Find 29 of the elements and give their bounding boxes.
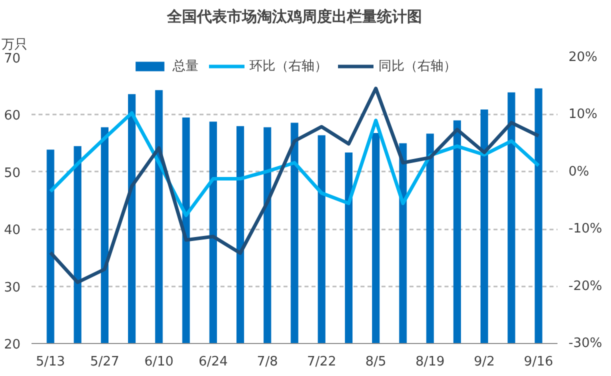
x-tick-label: 5/27 <box>90 354 120 370</box>
x-tick-label: 6/24 <box>198 354 228 370</box>
line-series <box>48 86 540 284</box>
y-tick-label: 20 <box>4 338 21 352</box>
y2-tick-label: 0% <box>568 164 590 180</box>
x-tick-label: 7/8 <box>256 354 278 370</box>
x-tick-label: 7/22 <box>307 354 336 370</box>
legend-label: 环比（右轴） <box>250 58 328 75</box>
chart-title: 全国代表市场淘汰鸡周度出栏量统计图 <box>166 8 422 26</box>
y-axis-title: 万只 <box>2 38 28 52</box>
y-tick-label: 70 <box>4 52 21 66</box>
y-tick-label: 50 <box>4 166 21 181</box>
y-tick-label: 60 <box>4 108 21 124</box>
y2-tick-label: 10% <box>568 107 598 122</box>
x-tick-label: 9/16 <box>524 354 554 370</box>
y-tick-label: 30 <box>4 280 21 296</box>
line-series <box>48 111 540 218</box>
y-tick-label: 40 <box>4 223 21 238</box>
x-tick-label: 8/19 <box>415 354 445 370</box>
x-tick-label: 6/10 <box>144 354 174 370</box>
legend-label: 总量 <box>172 58 198 75</box>
y2-tick-label: 20% <box>568 50 598 65</box>
legend-label: 同比（右轴） <box>378 58 456 75</box>
y2-tick-label: -10% <box>568 222 602 237</box>
y2-tick-label: -20% <box>568 278 602 294</box>
x-tick-label: 9/2 <box>474 354 495 370</box>
x-tick-label: 5/13 <box>36 354 66 370</box>
y2-tick-label: -30% <box>568 336 602 351</box>
x-tick-label: 8/5 <box>365 354 386 370</box>
